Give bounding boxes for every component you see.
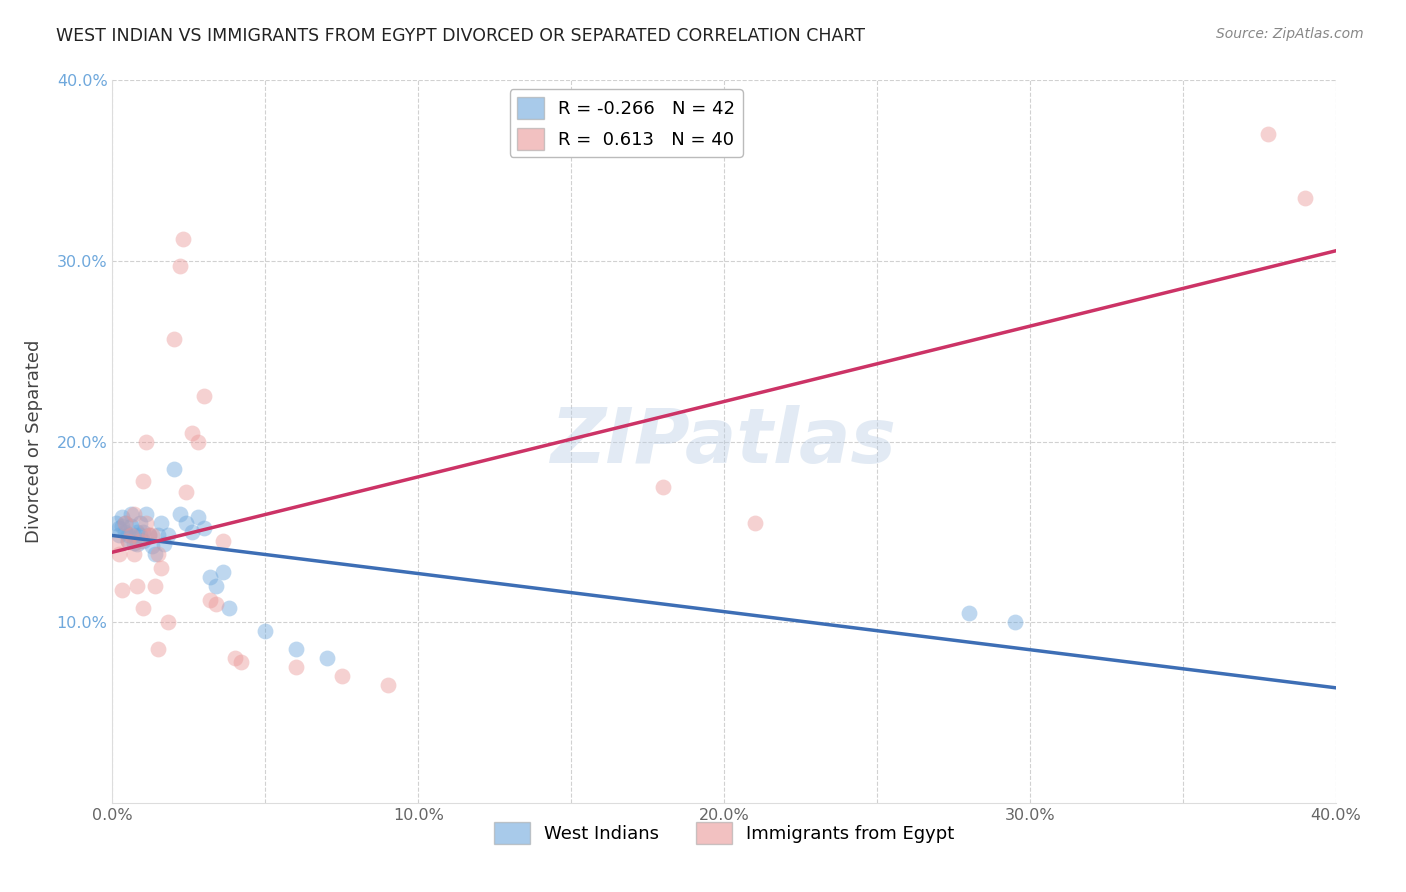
Point — [174, 516, 197, 530]
Point — [315, 651, 337, 665]
Point — [169, 260, 191, 274]
Point — [205, 597, 228, 611]
Point — [117, 533, 139, 548]
Point — [122, 528, 145, 542]
Point — [114, 524, 136, 539]
Point — [120, 507, 142, 521]
Point — [129, 516, 152, 530]
Point — [122, 507, 145, 521]
Point — [652, 480, 675, 494]
Point — [150, 516, 173, 530]
Point — [117, 528, 139, 542]
Point — [107, 547, 129, 561]
Text: WEST INDIAN VS IMMIGRANTS FROM EGYPT DIVORCED OR SEPARATED CORRELATION CHART: WEST INDIAN VS IMMIGRANTS FROM EGYPT DIV… — [56, 27, 865, 45]
Point — [218, 600, 240, 615]
Point — [143, 579, 166, 593]
Point — [120, 528, 142, 542]
Point — [125, 524, 148, 539]
Point — [129, 533, 152, 548]
Point — [153, 537, 176, 551]
Point — [148, 547, 170, 561]
Text: ZIPatlas: ZIPatlas — [551, 405, 897, 478]
Point — [1257, 128, 1279, 142]
Point — [156, 615, 179, 630]
Point — [143, 547, 166, 561]
Point — [744, 516, 766, 530]
Point — [132, 600, 155, 615]
Point — [114, 516, 136, 530]
Point — [135, 434, 157, 449]
Point — [284, 642, 308, 657]
Point — [122, 535, 145, 549]
Point — [132, 524, 155, 539]
Point — [163, 461, 186, 475]
Text: Source: ZipAtlas.com: Source: ZipAtlas.com — [1216, 27, 1364, 41]
Point — [120, 519, 142, 533]
Point — [193, 389, 215, 403]
Point — [125, 537, 148, 551]
Point — [129, 528, 152, 542]
Point — [122, 547, 145, 561]
Point — [117, 533, 139, 548]
Point — [181, 524, 204, 539]
Point — [330, 669, 353, 683]
Point — [205, 579, 228, 593]
Y-axis label: Divorced or Separated: Divorced or Separated — [25, 340, 42, 543]
Point — [150, 561, 173, 575]
Point — [138, 528, 160, 542]
Legend: West Indians, Immigrants from Egypt: West Indians, Immigrants from Egypt — [486, 815, 962, 852]
Point — [187, 510, 209, 524]
Point — [141, 528, 163, 542]
Point — [111, 582, 134, 597]
Point — [169, 507, 191, 521]
Point — [193, 521, 215, 535]
Point — [132, 533, 155, 548]
Point — [284, 660, 308, 674]
Point — [211, 533, 233, 548]
Point — [1294, 191, 1316, 205]
Point — [377, 678, 399, 692]
Point — [104, 537, 127, 551]
Point — [104, 516, 127, 530]
Point — [200, 570, 222, 584]
Point — [957, 606, 980, 620]
Point — [224, 651, 246, 665]
Point — [172, 232, 194, 246]
Point — [156, 528, 179, 542]
Point — [138, 528, 160, 542]
Point — [148, 642, 170, 657]
Point — [148, 528, 170, 542]
Point — [141, 539, 163, 553]
Point — [135, 516, 157, 530]
Point — [211, 565, 233, 579]
Point — [187, 434, 209, 449]
Point — [163, 332, 186, 346]
Point — [132, 475, 155, 489]
Point — [229, 655, 252, 669]
Point — [200, 593, 222, 607]
Point — [111, 510, 134, 524]
Point — [107, 528, 129, 542]
Point — [114, 516, 136, 530]
Point — [1004, 615, 1026, 630]
Point — [125, 579, 148, 593]
Point — [181, 425, 204, 440]
Point — [111, 519, 134, 533]
Point — [107, 521, 129, 535]
Point — [254, 624, 277, 639]
Point — [135, 507, 157, 521]
Point — [174, 485, 197, 500]
